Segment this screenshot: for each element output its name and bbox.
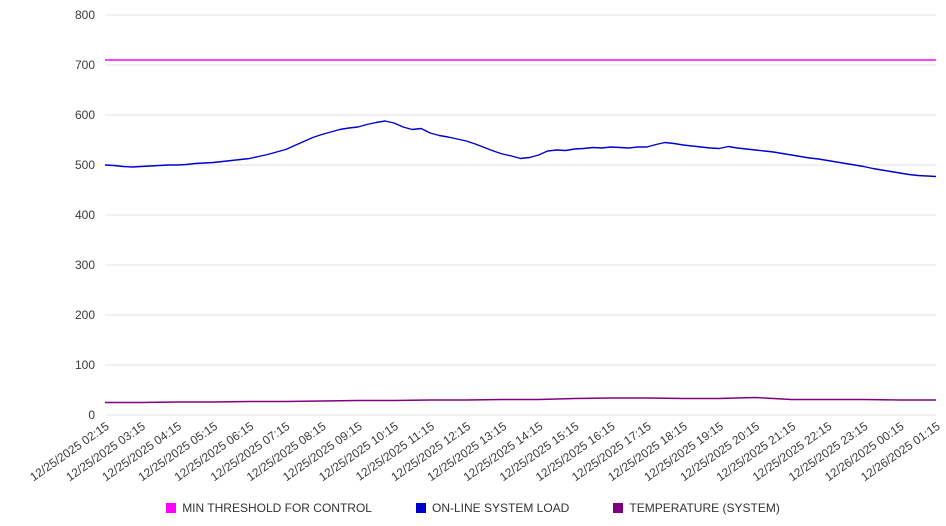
legend-label-on-line-system-load: ON-LINE SYSTEM LOAD [431, 501, 570, 515]
legend-item-on-line-system-load[interactable]: ON-LINE SYSTEM LOAD [415, 501, 570, 515]
legend-label-temperature-system: TEMPERATURE (SYSTEM) [629, 501, 780, 515]
y-tick-label: 700 [75, 58, 95, 72]
y-tick-label: 400 [75, 208, 95, 222]
legend-swatch-on-line-system-load [415, 503, 426, 513]
legend-item-temperature-system[interactable]: TEMPERATURE (SYSTEM) [613, 501, 780, 515]
legend-swatch-min-threshold-for-control [166, 503, 177, 513]
y-tick-label: 600 [75, 108, 95, 122]
legend-item-min-threshold-for-control[interactable]: MIN THRESHOLD FOR CONTROL [166, 501, 372, 515]
series-line-temperature-system- [105, 396, 936, 404]
y-tick-label: 500 [75, 158, 95, 172]
y-tick-label: 0 [88, 408, 95, 422]
legend-swatch-temperature-system [613, 503, 624, 513]
chart-legend: MIN THRESHOLD FOR CONTROL ON-LINE SYSTEM… [0, 496, 946, 520]
y-tick-label: 200 [75, 308, 95, 322]
legend-label-min-threshold-for-control: MIN THRESHOLD FOR CONTROL [182, 501, 372, 515]
series-line-on-line-system-load [104, 120, 937, 178]
y-tick-label: 100 [75, 358, 95, 372]
y-tick-label: 300 [75, 258, 95, 272]
y-tick-label: 800 [75, 8, 95, 22]
